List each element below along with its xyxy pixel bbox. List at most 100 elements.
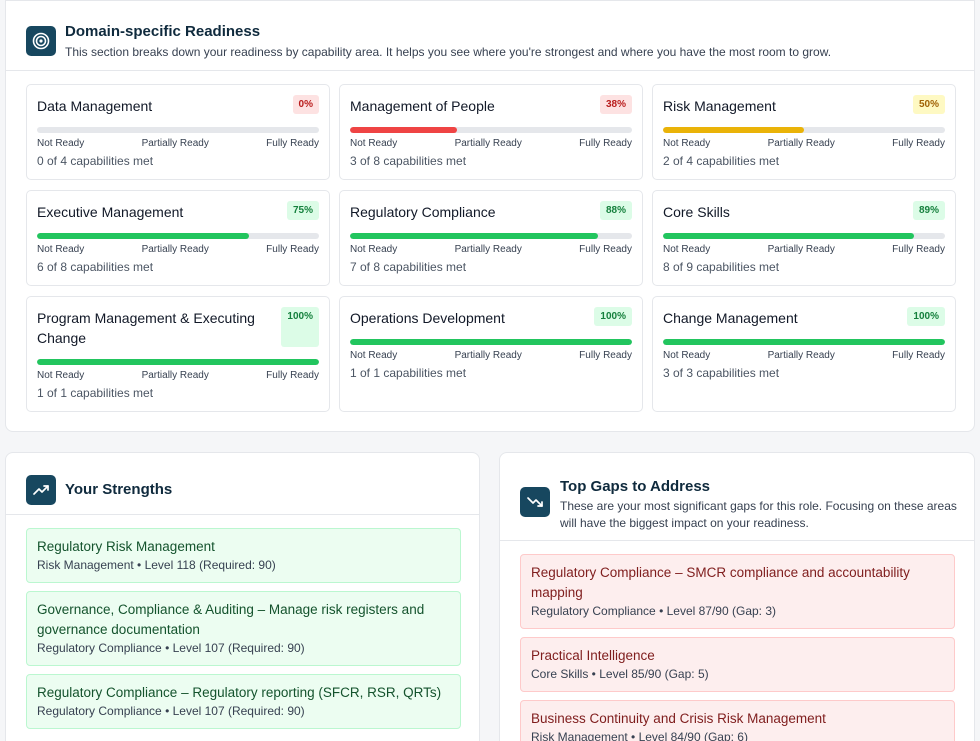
scale-partially-ready: Partially Ready — [454, 244, 522, 255]
readiness-scale: Not Ready Partially Ready Fully Ready — [350, 244, 632, 255]
scale-not-ready: Not Ready — [37, 244, 85, 255]
strengths-section: Your Strengths Regulatory Risk Managemen… — [5, 452, 480, 741]
readiness-progress-bar — [37, 127, 319, 133]
readiness-progress-bar — [350, 233, 632, 239]
scale-not-ready: Not Ready — [350, 350, 398, 361]
scale-fully-ready: Fully Ready — [892, 138, 945, 149]
strength-item[interactable]: Regulatory Risk Management Risk Managemen… — [26, 528, 461, 583]
capabilities-met: 6 of 8 capabilities met — [37, 260, 154, 274]
scale-not-ready: Not Ready — [663, 138, 711, 149]
scale-fully-ready: Fully Ready — [579, 138, 632, 149]
strength-item[interactable]: Governance, Compliance & Auditing – Mana… — [26, 591, 461, 666]
gap-title: Practical Intelligence — [531, 648, 655, 663]
domain-card: Risk Management 50% Not Ready Partially Rea… — [652, 84, 956, 180]
strength-title: Regulatory Risk Management — [37, 539, 215, 554]
scale-fully-ready: Fully Ready — [892, 244, 945, 255]
scale-fully-ready: Fully Ready — [266, 370, 319, 381]
readiness-progress-fill — [663, 339, 945, 345]
capabilities-met: 0 of 4 capabilities met — [37, 154, 154, 168]
readiness-scale: Not Ready Partially Ready Fully Ready — [37, 138, 319, 149]
percent-badge: 89% — [912, 201, 945, 220]
gap-item[interactable]: Practical Intelligence Core Skills • Leve… — [520, 637, 955, 692]
percent-badge: 88% — [599, 201, 632, 220]
domain-card: Management of People 38% Not Ready Partiall… — [339, 84, 643, 180]
domain-readiness-title: Domain-specific Readiness — [65, 23, 261, 40]
gap-item[interactable]: Business Continuity and Crisis Risk Mana… — [520, 700, 955, 741]
domain-card-name: Program Management & Executing Change — [37, 310, 255, 346]
scale-partially-ready: Partially Ready — [767, 350, 835, 361]
domain-readiness-header: Domain-specific Readiness This section b… — [6, 1, 974, 71]
readiness-progress-bar — [350, 339, 632, 345]
domain-card: Executive Management 75% Not Ready Partiall… — [26, 190, 330, 286]
strength-title: Regulatory Compliance – Regulatory repor… — [37, 685, 442, 700]
percent-badge: 38% — [599, 95, 632, 114]
capabilities-met: 7 of 8 capabilities met — [350, 260, 467, 274]
readiness-scale: Not Ready Partially Ready Fully Ready — [37, 370, 319, 381]
scale-not-ready: Not Ready — [37, 370, 85, 381]
domain-card-name: Change Management — [663, 310, 798, 326]
capabilities-met: 3 of 8 capabilities met — [350, 154, 467, 168]
domain-card-name: Data Management — [37, 98, 153, 114]
gap-meta: Risk Management • Level 84/90 (Gap: 6) — [531, 730, 748, 741]
readiness-progress-fill — [37, 233, 249, 239]
scale-fully-ready: Fully Ready — [579, 244, 632, 255]
domain-card: Change Management 100% Not Ready Partially … — [652, 296, 956, 412]
scale-fully-ready: Fully Ready — [579, 350, 632, 361]
strengths-header: Your Strengths — [6, 453, 479, 515]
readiness-progress-bar — [663, 127, 945, 133]
gap-title: Business Continuity and Crisis Risk Mana… — [531, 711, 826, 726]
trending-down-icon — [520, 487, 550, 517]
percent-badge: 75% — [286, 201, 319, 220]
scale-fully-ready: Fully Ready — [266, 244, 319, 255]
gaps-title: Top Gaps to Address — [560, 478, 711, 495]
domain-readiness-section: Domain-specific Readiness This section b… — [5, 0, 975, 432]
scale-not-ready: Not Ready — [663, 350, 711, 361]
readiness-scale: Not Ready Partially Ready Fully Ready — [350, 138, 632, 149]
domain-card-name: Executive Management — [37, 204, 184, 220]
gap-item[interactable]: Regulatory Compliance – SMCR compliance … — [520, 554, 955, 629]
domain-card-name: Regulatory Compliance — [350, 204, 496, 220]
gap-title: Regulatory Compliance – SMCR compliance … — [531, 565, 910, 600]
scale-partially-ready: Partially Ready — [141, 138, 209, 149]
scale-partially-ready: Partially Ready — [767, 138, 835, 149]
readiness-progress-bar — [37, 359, 319, 365]
scale-partially-ready: Partially Ready — [141, 244, 209, 255]
domain-card: Program Management & Executing Change 100… — [26, 296, 330, 412]
readiness-progress-fill — [350, 339, 632, 345]
domain-card-name: Management of People — [350, 98, 495, 114]
percent-badge: 100% — [907, 307, 945, 326]
gaps-description: These are your most significant gaps for… — [560, 499, 957, 530]
gap-meta: Regulatory Compliance • Level 87/90 (Gap… — [531, 604, 776, 618]
readiness-scale: Not Ready Partially Ready Fully Ready — [663, 244, 945, 255]
scale-not-ready: Not Ready — [37, 138, 85, 149]
domain-readiness-description: This section breaks down your readiness … — [65, 45, 832, 59]
strength-meta: Regulatory Compliance • Level 107 (Requi… — [37, 704, 305, 718]
readiness-progress-fill — [350, 233, 599, 239]
gaps-header: Top Gaps to Address These are your most … — [500, 453, 974, 541]
strength-item[interactable]: Regulatory Compliance – Regulatory repor… — [26, 674, 461, 729]
scale-fully-ready: Fully Ready — [266, 138, 319, 149]
strength-meta: Risk Management • Level 118 (Required: 9… — [37, 558, 276, 572]
scale-not-ready: Not Ready — [350, 138, 398, 149]
capabilities-met: 1 of 1 capabilities met — [350, 366, 467, 380]
domain-card: Data Management 0% Not Ready Partially Read… — [26, 84, 330, 180]
readiness-progress-fill — [37, 359, 319, 365]
scale-partially-ready: Partially Ready — [767, 244, 835, 255]
strength-title: Governance, Compliance & Auditing – Mana… — [37, 602, 425, 637]
capabilities-met: 3 of 3 capabilities met — [663, 366, 780, 380]
domain-card-name: Core Skills — [663, 204, 730, 220]
scale-partially-ready: Partially Ready — [141, 370, 209, 381]
readiness-progress-fill — [663, 233, 914, 239]
domain-card: Regulatory Compliance 88% Not Ready Partial… — [339, 190, 643, 286]
readiness-progress-fill — [663, 127, 804, 133]
percent-badge: 50% — [912, 95, 945, 114]
readiness-scale: Not Ready Partially Ready Fully Ready — [37, 244, 319, 255]
readiness-scale: Not Ready Partially Ready Fully Ready — [350, 350, 632, 361]
scale-not-ready: Not Ready — [663, 244, 711, 255]
readiness-scale: Not Ready Partially Ready Fully Ready — [663, 138, 945, 149]
capabilities-met: 8 of 9 capabilities met — [663, 260, 780, 274]
scale-partially-ready: Partially Ready — [454, 138, 522, 149]
percent-badge: 100% — [281, 307, 319, 347]
trending-up-icon — [26, 475, 56, 505]
readiness-progress-bar — [663, 233, 945, 239]
